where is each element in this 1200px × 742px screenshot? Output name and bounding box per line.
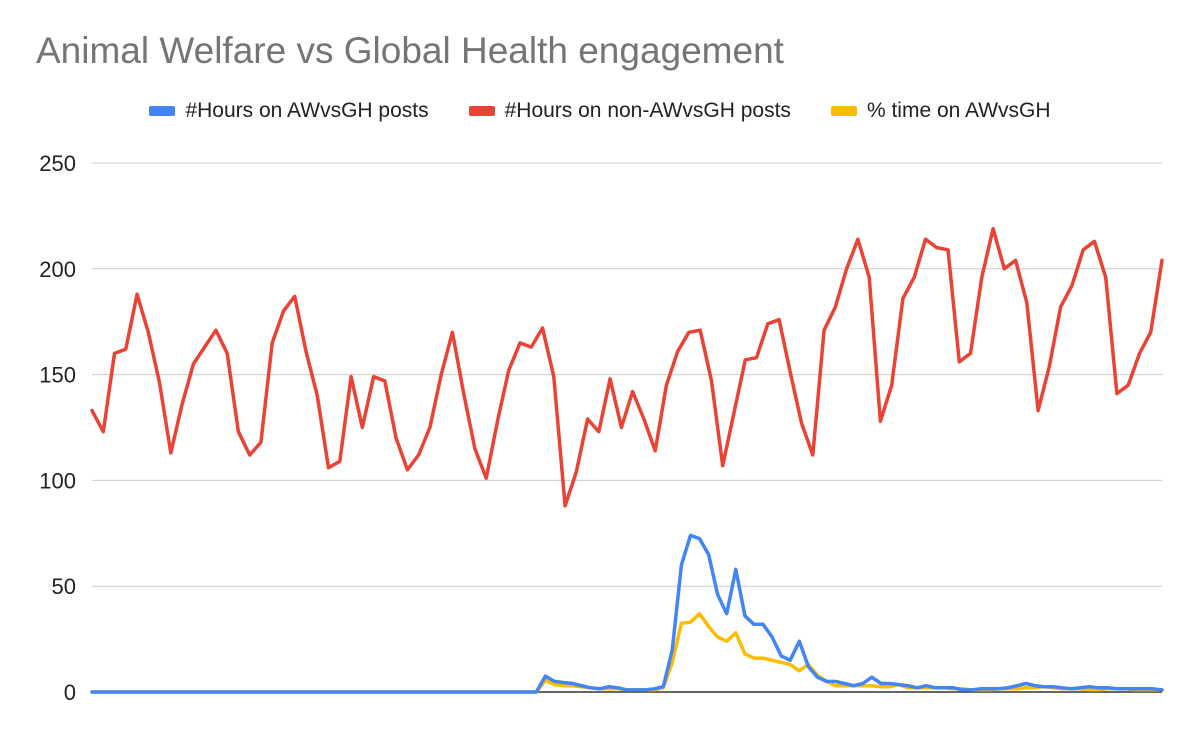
y-tick-label: 100 <box>39 468 76 493</box>
y-tick-label: 200 <box>39 257 76 282</box>
y-tick-label: 250 <box>39 151 76 176</box>
legend-item-non-awvsgh-hours[interactable]: #Hours on non-AWvsGH posts <box>468 99 791 123</box>
legend-label: % time on AWvsGH <box>866 99 1051 122</box>
legend-item-percent-time[interactable]: % time on AWvsGH <box>830 99 1051 123</box>
y-tick-label: 0 <box>64 680 76 705</box>
y-tick-label: 50 <box>52 574 76 599</box>
legend-label: #Hours on non-AWvsGH posts <box>504 99 791 122</box>
legend-label: #Hours on AWvsGH posts <box>185 99 429 122</box>
legend-swatch-yellow <box>830 106 857 116</box>
series-line-0[interactable] <box>90 533 1164 694</box>
legend-swatch-blue <box>149 106 176 116</box>
series-line-2[interactable] <box>90 611 1164 694</box>
legend-item-awvsgh-hours[interactable]: #Hours on AWvsGH posts <box>149 99 429 123</box>
legend-swatch-red <box>468 106 495 116</box>
series-line-1[interactable] <box>90 226 1164 508</box>
y-tick-label: 150 <box>39 363 76 388</box>
legend: #Hours on AWvsGH posts #Hours on non-AWv… <box>0 99 1200 123</box>
chart-title: Animal Welfare vs Global Health engageme… <box>36 30 784 71</box>
